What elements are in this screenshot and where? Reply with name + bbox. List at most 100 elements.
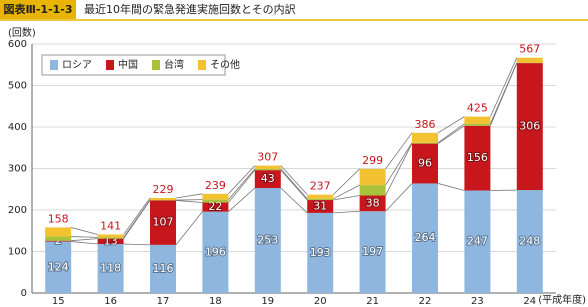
bar-segment [45,240,72,242]
legend-swatch [50,60,58,70]
bar-segment [464,116,491,124]
connector-line [437,123,465,144]
legend-box [41,54,226,76]
connector-line [490,57,518,117]
connector-line [228,168,256,200]
connector-line [175,200,203,203]
connector-line [333,195,360,201]
connector-line [228,169,256,203]
bar-segment [202,211,229,293]
connector-line [333,184,360,200]
x-tick-label: 24 [523,296,536,307]
connector-line [437,125,465,144]
x-unit: (平成年度) [538,293,586,306]
legend-swatch [106,60,114,70]
bar-segment [97,234,124,238]
segment-label: 118 [100,262,121,275]
x-tick-label: 17 [157,296,170,307]
bar-segment [97,237,124,239]
connector-line [175,193,203,199]
legend-swatch [198,60,206,70]
total-label: 141 [100,219,121,232]
connector-line [123,199,151,238]
x-tick-label: 23 [471,296,484,307]
connector-line [228,165,256,195]
segment-label: 247 [467,235,488,248]
connector-line [280,165,308,195]
total-label: 307 [257,151,278,164]
legend-label: ロシア [62,60,92,71]
figure-label: 図表Ⅲ-1-1-3 [3,2,72,16]
bar-segment [150,197,176,201]
bar-segment [97,244,124,293]
total-label: 299 [362,154,383,167]
x-tick-label: 18 [209,296,222,307]
bar-segment [516,63,543,191]
y-tick-label: 300 [8,164,27,175]
x-tick-label: 22 [419,296,432,307]
connector-line [437,116,465,134]
segment-label: 116 [153,262,174,275]
bar-segment [254,170,281,189]
bar-segment [412,143,438,184]
connector-line [385,132,413,170]
connector-line [71,238,98,242]
bar-segment [516,57,543,63]
segment-label: 124 [48,260,69,273]
connector-line [175,211,203,246]
segment-label: 31 [313,199,327,212]
connector-line [385,183,413,212]
legend-swatch [152,60,160,70]
connector-line [228,187,256,212]
connector-line [385,143,413,196]
total-label: 425 [467,102,488,115]
connector-line [71,227,98,235]
segment-label: 156 [467,151,488,164]
connector-line [490,62,518,124]
bar-segment [45,236,72,241]
segment-label: 197 [362,245,383,258]
bar-segment [307,200,334,213]
segment-label: 306 [519,120,540,133]
x-tick-label: 15 [52,296,65,307]
connector-line [280,168,308,200]
bar-segment [516,190,543,293]
bar-segment [359,211,386,293]
bar-segment [307,194,334,199]
figure-label-box [0,0,76,19]
x-tick-label: 20 [314,296,327,307]
segment-label: 107 [153,216,174,229]
bar-segment [359,195,386,212]
segment-label: 248 [519,235,540,248]
bar-segment [150,200,176,245]
connector-line [280,169,308,201]
x-tick-label: 16 [104,296,117,307]
chart-title: 最近10年間の緊急発進実施回数とその内訳 [84,2,296,16]
bar-segment [45,227,72,237]
segment-label: 38 [366,196,380,209]
y-tick-label: 0 [21,288,27,299]
segment-label: 43 [261,172,275,185]
bar-segment [150,244,176,293]
y-tick-label: 600 [8,39,27,50]
legend-label: 中国 [118,58,138,71]
y-unit: (回数) [8,26,36,39]
segment-label: 253 [257,234,278,247]
y-tick-label: 500 [8,81,27,92]
total-label: 158 [48,212,69,225]
bar-segment [307,198,334,201]
segment-label: 22 [208,200,222,213]
connector-line [123,243,151,246]
total-label: 239 [205,179,226,192]
total-label: 229 [153,183,174,196]
y-tick-label: 400 [8,122,27,133]
total-label: 386 [415,118,436,131]
bar-segment [45,241,72,293]
connector-line [333,210,360,214]
bar-segment [412,132,438,143]
y-tick-label: 200 [8,205,27,216]
bar-segment [412,183,438,293]
x-tick-label: 19 [261,296,274,307]
segment-label: 193 [310,246,331,259]
total-label: 237 [310,180,331,193]
